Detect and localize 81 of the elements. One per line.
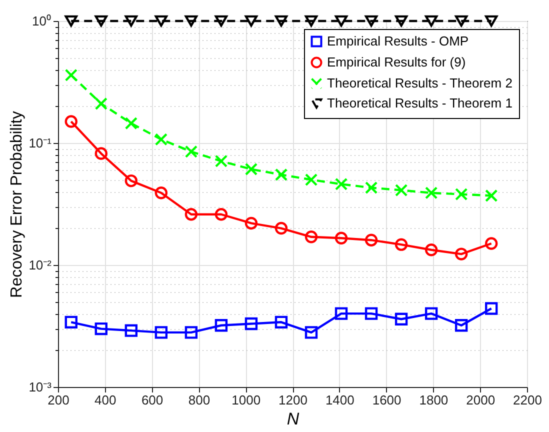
legend-label: Empirical Results - OMP (327, 34, 469, 48)
point (244, 162, 258, 176)
x-tick-label: 400 (94, 392, 116, 408)
x-tick-label: 2200 (513, 392, 542, 408)
point (184, 326, 198, 339)
point (485, 302, 498, 315)
x-tick-label: 2000 (466, 392, 496, 408)
point (124, 15, 138, 27)
y-tick-label: 10⁻³ (28, 380, 52, 394)
legend-label: Empirical Results for (9) (327, 54, 466, 70)
point (64, 15, 78, 27)
x-tick-label: 1400 (325, 392, 354, 408)
point (334, 307, 348, 320)
point (214, 154, 228, 168)
point (154, 186, 168, 200)
point (64, 68, 78, 82)
point (394, 15, 408, 27)
point (304, 230, 318, 244)
point (454, 188, 468, 201)
point (304, 173, 318, 186)
point (94, 147, 108, 160)
point (454, 319, 468, 332)
point (214, 208, 228, 221)
y-tick-label: 10⁻² (28, 258, 52, 272)
point (184, 145, 198, 158)
point (154, 326, 168, 339)
point (424, 15, 438, 27)
point (424, 186, 438, 200)
x-tick-label: 1800 (419, 392, 448, 408)
point (214, 319, 228, 332)
point (364, 181, 378, 194)
point (184, 15, 198, 27)
y-tick-label: 10⁰ (32, 14, 52, 28)
x-tick-label: 1200 (278, 392, 308, 408)
x-tick-label: 600 (141, 392, 164, 408)
x-tick-label: 800 (188, 392, 210, 408)
point (64, 115, 78, 128)
x-axis-title: N (286, 410, 300, 428)
point (214, 15, 228, 27)
point (334, 232, 348, 244)
point (304, 15, 318, 27)
point (94, 15, 108, 27)
point (274, 316, 288, 329)
point (364, 234, 378, 246)
point (274, 15, 288, 27)
point (485, 189, 498, 202)
point (124, 324, 138, 337)
point (394, 312, 408, 326)
point (485, 15, 498, 27)
point (154, 15, 168, 27)
legend-label: Theoretical Results - Theorem 1 (327, 96, 512, 110)
point (454, 248, 468, 260)
y-tick-label: 10⁻¹ (28, 136, 52, 150)
point (394, 238, 408, 251)
point (304, 326, 318, 339)
legend-label: Theoretical Results - Theorem 2 (327, 76, 512, 90)
point (274, 222, 288, 235)
point (424, 244, 438, 256)
point (364, 307, 378, 320)
point (154, 133, 168, 146)
point (244, 15, 258, 27)
x-tick-label: 1000 (232, 392, 261, 408)
point (124, 174, 138, 188)
point (244, 317, 258, 330)
x-tick-label: 200 (48, 392, 70, 408)
point (394, 184, 408, 197)
point (184, 208, 198, 221)
point (485, 237, 498, 250)
point (364, 15, 378, 27)
point (94, 97, 108, 110)
point (274, 168, 288, 182)
point (334, 15, 348, 27)
point (124, 116, 138, 130)
point (334, 178, 348, 190)
point (454, 15, 468, 27)
point (424, 307, 438, 320)
point (64, 316, 78, 329)
x-tick-label: 1600 (372, 392, 402, 408)
point (244, 216, 258, 230)
y-axis-title: Recovery Error Probability (8, 111, 26, 298)
point (94, 322, 108, 336)
